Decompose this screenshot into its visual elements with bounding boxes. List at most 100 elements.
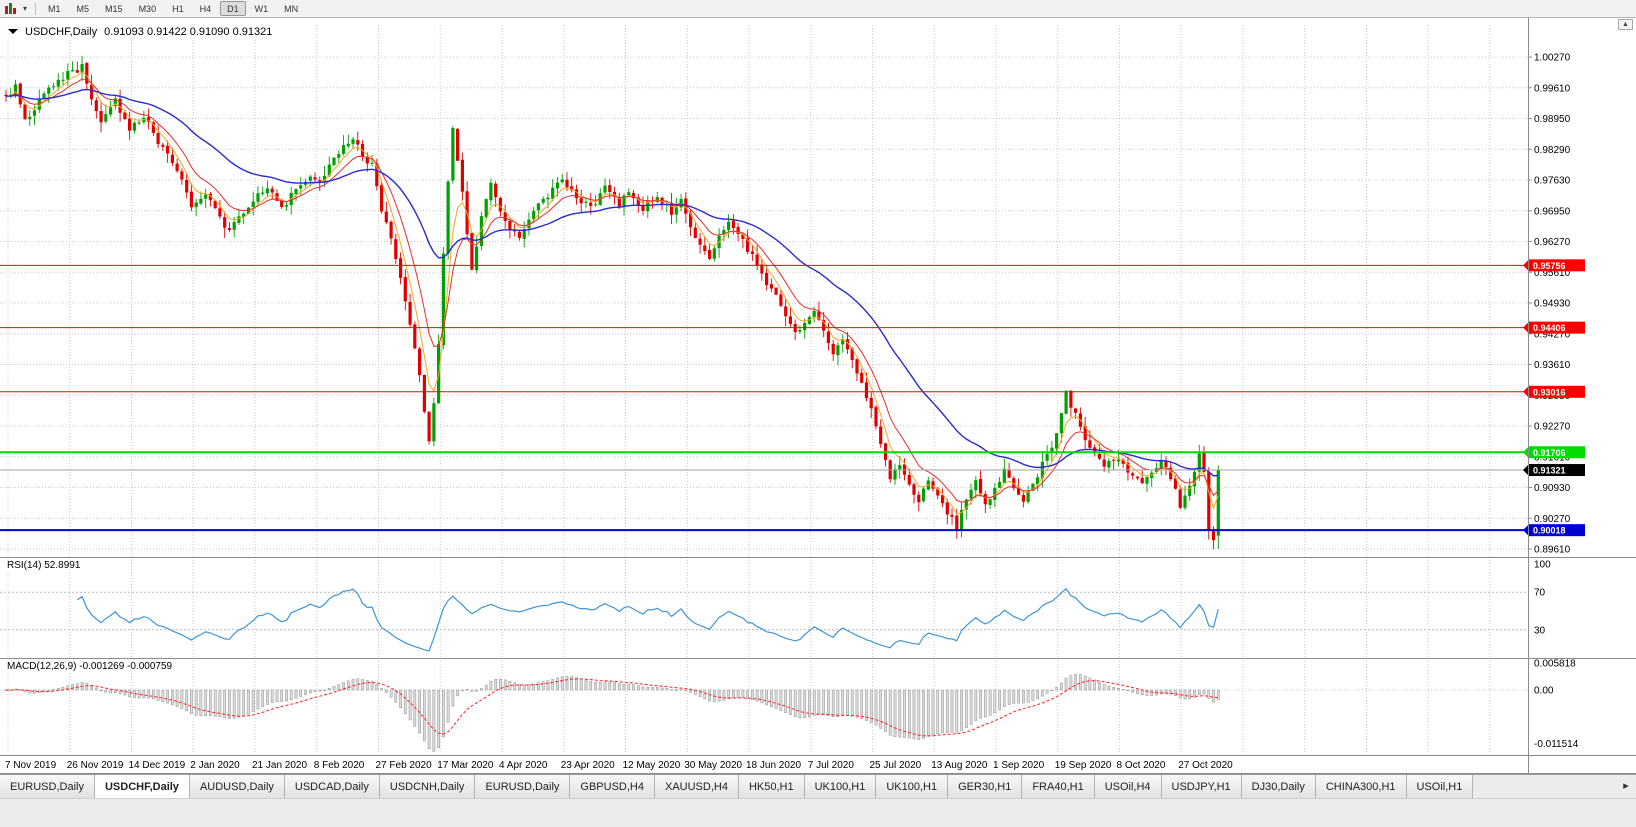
ma-line-5	[5, 71, 1219, 515]
chart-tab-gbpusd-h4[interactable]: GBPUSD,H4	[570, 775, 655, 798]
timeframe-button-m30[interactable]: M30	[138, 4, 157, 14]
macd-axis-label: -0.011514	[1534, 739, 1579, 750]
panel-separators	[0, 18, 1636, 774]
timeframe-button-group: M1 M5 M15 M30 H1 H4 D1 W1 MN	[41, 1, 305, 16]
time-axis[interactable]	[0, 756, 1528, 773]
level-badge-0.93016[interactable]	[1529, 385, 1585, 398]
price-axis-label: 1.00270	[1534, 53, 1571, 64]
date-label: 27 Oct 2020	[1178, 760, 1233, 771]
top-toolbar: ▾ M1 M5 M15 M30 H1 H4 D1 W1 MN	[0, 0, 1636, 18]
price-axis-label: 0.98950	[1534, 114, 1571, 125]
chart-tab-usoil-h4[interactable]: USOil,H4	[1094, 775, 1162, 798]
ma-line-34	[5, 88, 1219, 477]
chart-scroll-up-button[interactable]: ▲	[1618, 19, 1633, 30]
date-label: 1 Sep 2020	[993, 760, 1045, 771]
price-axis-label: 0.96950	[1534, 206, 1571, 217]
svg-text:0.95756: 0.95756	[1533, 261, 1566, 271]
level-badge-0.94406[interactable]	[1529, 321, 1585, 334]
macd-axis-label: 0.005818	[1534, 658, 1576, 669]
timeframe-button-mn[interactable]: MN	[284, 4, 299, 14]
macd-signal-line	[6, 678, 1219, 737]
date-label: 23 Apr 2020	[561, 760, 615, 771]
svg-text:0.93016: 0.93016	[1533, 387, 1566, 397]
chart-tab-usdjpy-h1[interactable]: USDJPY,H1	[1161, 775, 1242, 798]
date-label: 8 Feb 2020	[314, 760, 365, 771]
chart-marker-icon	[8, 29, 18, 39]
date-label: 21 Jan 2020	[252, 760, 307, 771]
chart-type-dropdown-icon[interactable]: ▾	[23, 4, 28, 13]
ma-line-10	[5, 78, 1219, 503]
date-label: 30 May 2020	[684, 760, 742, 771]
tabs-overflow-button[interactable]: ▸	[1623, 780, 1629, 792]
date-label: 2 Jan 2020	[190, 760, 240, 771]
bottom-strip	[0, 798, 1636, 827]
svg-text:0.94406: 0.94406	[1533, 323, 1566, 333]
timeframe-button-m15[interactable]: M15	[105, 4, 123, 14]
chart-tab-china300-h1[interactable]: CHINA300,H1	[1315, 775, 1407, 798]
price-axis-label: 0.94270	[1534, 329, 1571, 340]
chart-ohlc-values: 0.91093 0.91422 0.91090 0.91321	[104, 25, 273, 38]
date-label: 26 Nov 2019	[67, 760, 124, 771]
rsi-axis-label: 100	[1534, 560, 1551, 571]
chart-tab-xauusd-h4[interactable]: XAUUSD,H4	[654, 775, 739, 798]
chart-tab-ger30-h1[interactable]: GER30,H1	[948, 775, 1023, 798]
timeframe-button-m1[interactable]: M1	[48, 4, 61, 14]
timeframe-button-h1[interactable]: H1	[172, 4, 184, 14]
chart-tab-uk100-h1[interactable]: UK100,H1	[804, 775, 877, 798]
macd-axis-label: 0.00	[1534, 686, 1554, 697]
svg-text:0.91706: 0.91706	[1533, 448, 1566, 458]
chart-tabs-bar: EURUSD,Daily USDCHF,Daily AUDUSD,Daily USDC…	[0, 774, 1636, 798]
level-badge-0.91706[interactable]	[1529, 446, 1585, 459]
date-label: 12 May 2020	[623, 760, 681, 771]
axis-labels: 1.00270 0.99610 0.98950 0.98290 0.97630 0.969…	[5, 53, 1579, 772]
rsi-line	[76, 587, 1219, 652]
chart-type-icon[interactable]	[3, 2, 19, 15]
level-badge-0.90018[interactable]	[1529, 524, 1585, 537]
macd-indicator-label: MACD(12,26,9) -0.001269 -0.000759	[4, 661, 176, 672]
date-label: 27 Feb 2020	[376, 760, 433, 771]
level-badge-0.95756[interactable]	[1529, 259, 1585, 272]
date-label: 17 Mar 2020	[437, 760, 494, 771]
date-label: 18 Jun 2020	[746, 760, 801, 771]
chart-tab-usdcad-daily[interactable]: USDCAD,Daily	[284, 775, 380, 798]
price-axis[interactable]	[1529, 18, 1636, 773]
chart-tab-hk50-h1[interactable]: HK50,H1	[738, 775, 805, 798]
chart-tab-audusd-daily[interactable]: AUDUSD,Daily	[189, 775, 285, 798]
timeframe-button-d1[interactable]: D1	[220, 1, 246, 16]
price-axis-label: 0.97630	[1534, 176, 1571, 187]
timeframe-button-w1[interactable]: W1	[254, 4, 269, 14]
timeframe-button-m5[interactable]: M5	[76, 4, 90, 14]
svg-text:0.91321: 0.91321	[1533, 466, 1566, 476]
horizontal-level-lines[interactable]: 0.95756 0.94406 0.93016 0.91706 0.90018 0.913…	[0, 259, 1585, 537]
current-price-badge[interactable]	[1529, 464, 1585, 477]
chart-tab-usoil-h1[interactable]: USOil,H1	[1406, 775, 1474, 798]
chart-tab-usdcnh-daily[interactable]: USDCNH,Daily	[379, 775, 476, 798]
chart-tab-fra40-h1[interactable]: FRA40,H1	[1022, 775, 1095, 798]
rsi-indicator-label: RSI(14) 52.8991	[4, 560, 84, 571]
price-axis-label: 0.93610	[1534, 360, 1571, 371]
chart-tab-usdchf-daily[interactable]: USDCHF,Daily	[94, 775, 190, 798]
chart-canvas[interactable]: 1.00270 0.99610 0.98950 0.98290 0.97630 0.969…	[0, 0, 1636, 774]
moving-average-lines	[5, 71, 1219, 515]
grid-lines	[0, 25, 1532, 754]
price-axis-label: 0.92270	[1534, 422, 1571, 433]
chart-symbol-period: USDCHF,Daily	[25, 25, 98, 38]
date-label: 7 Jul 2020	[808, 760, 855, 771]
candles	[4, 55, 1220, 549]
chart-tab-eurusd-daily[interactable]: EURUSD,Daily	[0, 775, 95, 798]
chart-tab-dj30-daily[interactable]: DJ30,Daily	[1241, 775, 1316, 798]
date-label: 8 Oct 2020	[1117, 760, 1166, 771]
date-label: 13 Aug 2020	[931, 760, 988, 771]
chart-tab-eurusd-daily[interactable]: EURUSD,Daily	[475, 775, 571, 798]
chart-title: USDCHF,Daily 0.91093 0.91422 0.91090 0.9…	[6, 24, 275, 39]
price-axis-label: 0.99610	[1534, 83, 1571, 94]
timeframe-button-h4[interactable]: H4	[199, 4, 212, 14]
price-axis-label: 0.90270	[1534, 514, 1571, 525]
date-label: 25 Jul 2020	[870, 760, 922, 771]
macd-histogram	[4, 674, 1220, 752]
price-axis-label: 0.89610	[1534, 545, 1571, 556]
price-axis-label: 0.90930	[1534, 483, 1571, 494]
chart-tab-uk100-h1[interactable]: UK100,H1	[876, 775, 949, 798]
rsi-axis-label: 30	[1534, 625, 1546, 636]
price-axis-label: 0.94930	[1534, 299, 1571, 310]
